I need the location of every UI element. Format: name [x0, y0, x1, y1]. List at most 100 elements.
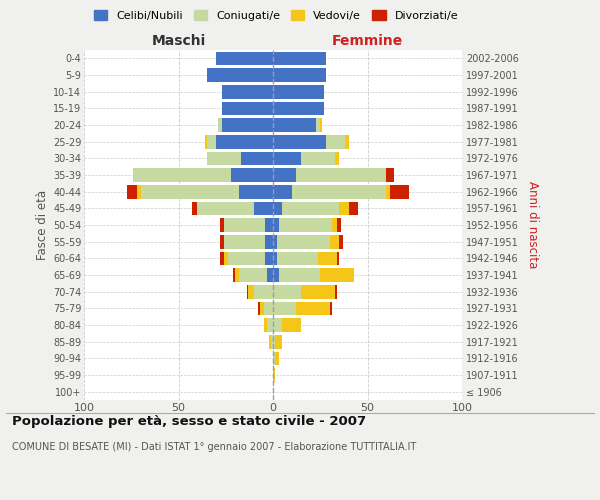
Bar	[263, 302, 273, 315]
Text: Maschi: Maschi	[151, 34, 206, 48]
Bar	[296, 168, 386, 182]
Bar	[330, 302, 332, 315]
Bar	[273, 252, 277, 265]
Bar	[273, 318, 283, 332]
Bar	[326, 135, 345, 148]
Bar	[275, 352, 278, 365]
Bar	[217, 135, 273, 148]
Bar	[224, 235, 265, 248]
Bar	[273, 268, 278, 282]
Bar	[269, 335, 271, 348]
Bar	[319, 252, 337, 265]
Bar	[265, 252, 273, 265]
Bar	[268, 318, 273, 332]
Bar	[273, 218, 278, 232]
Bar	[222, 118, 273, 132]
Bar	[220, 218, 224, 232]
Bar	[220, 252, 224, 265]
Bar	[241, 152, 273, 165]
Bar	[301, 285, 335, 298]
Bar	[335, 152, 339, 165]
Bar	[273, 152, 301, 165]
Bar	[127, 185, 137, 198]
Bar	[273, 368, 275, 382]
Bar	[339, 235, 343, 248]
Bar	[339, 202, 349, 215]
Bar	[218, 118, 222, 132]
Bar	[283, 318, 301, 332]
Bar	[301, 152, 335, 165]
Bar	[265, 235, 273, 248]
Bar	[337, 218, 341, 232]
Bar	[265, 218, 273, 232]
Bar	[273, 335, 275, 348]
Legend: Celibi/Nubili, Coniugati/e, Vedovi/e, Divorziati/e: Celibi/Nubili, Coniugati/e, Vedovi/e, Di…	[89, 6, 463, 25]
Bar	[268, 268, 273, 282]
Bar	[277, 252, 319, 265]
Bar	[273, 185, 292, 198]
Bar	[235, 268, 239, 282]
Text: COMUNE DI BESATE (MI) - Dati ISTAT 1° gennaio 2007 - Elaborazione TUTTITALIA.IT: COMUNE DI BESATE (MI) - Dati ISTAT 1° ge…	[12, 442, 416, 452]
Bar	[133, 168, 232, 182]
Bar	[254, 285, 273, 298]
Bar	[233, 268, 235, 282]
Bar	[278, 218, 332, 232]
Bar	[273, 202, 283, 215]
Bar	[273, 52, 326, 65]
Bar	[220, 235, 224, 248]
Bar	[247, 285, 248, 298]
Bar	[273, 352, 275, 365]
Bar	[224, 218, 265, 232]
Bar	[275, 335, 283, 348]
Bar	[197, 202, 254, 215]
Bar	[207, 68, 273, 82]
Bar	[137, 185, 140, 198]
Bar	[273, 85, 324, 98]
Bar	[296, 302, 330, 315]
Bar	[320, 118, 322, 132]
Bar	[386, 168, 394, 182]
Bar	[239, 268, 268, 282]
Bar	[273, 118, 316, 132]
Bar	[278, 268, 320, 282]
Bar	[337, 252, 339, 265]
Bar	[273, 68, 326, 82]
Bar	[345, 135, 349, 148]
Bar	[332, 218, 337, 232]
Bar	[273, 302, 296, 315]
Bar	[222, 102, 273, 115]
Bar	[271, 335, 273, 348]
Bar	[227, 252, 265, 265]
Bar	[320, 268, 354, 282]
Bar	[390, 185, 409, 198]
Bar	[207, 152, 241, 165]
Bar	[207, 135, 217, 148]
Bar	[273, 102, 324, 115]
Bar	[222, 85, 273, 98]
Bar	[273, 285, 301, 298]
Bar	[217, 52, 273, 65]
Bar	[254, 202, 273, 215]
Bar	[386, 185, 390, 198]
Bar	[140, 185, 239, 198]
Bar	[260, 302, 263, 315]
Bar	[283, 202, 339, 215]
Bar	[335, 285, 337, 298]
Bar	[232, 168, 273, 182]
Bar	[192, 202, 197, 215]
Bar	[258, 302, 260, 315]
Bar	[277, 235, 330, 248]
Bar	[349, 202, 358, 215]
Text: Femmine: Femmine	[332, 34, 403, 48]
Bar	[273, 168, 296, 182]
Bar	[224, 252, 227, 265]
Bar	[248, 285, 254, 298]
Y-axis label: Fasce di età: Fasce di età	[35, 190, 49, 260]
Bar	[273, 235, 277, 248]
Bar	[263, 318, 268, 332]
Bar	[239, 185, 273, 198]
Y-axis label: Anni di nascita: Anni di nascita	[526, 182, 539, 268]
Bar	[330, 235, 339, 248]
Bar	[316, 118, 320, 132]
Text: Popolazione per età, sesso e stato civile - 2007: Popolazione per età, sesso e stato civil…	[12, 415, 366, 428]
